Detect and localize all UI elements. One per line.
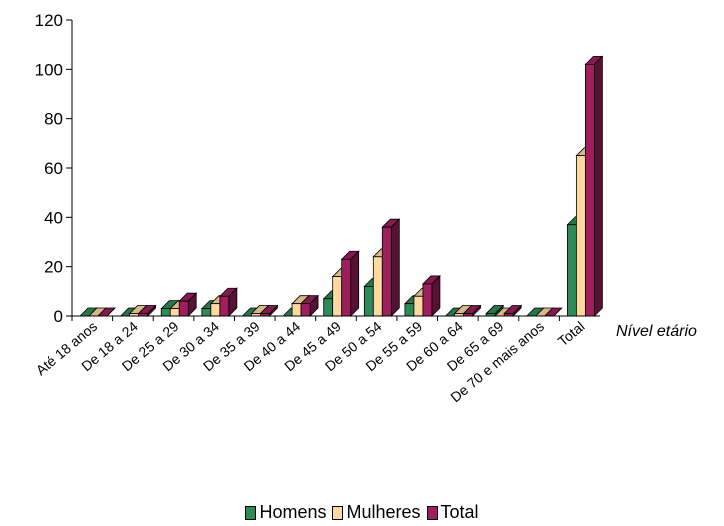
y-tick-label: 100 (35, 60, 63, 79)
y-tick-label: 120 (35, 11, 63, 30)
bar-total-7 (381, 218, 401, 317)
legend-swatch-homens (245, 505, 257, 520)
legend-item-mulheres: Mulheres (332, 502, 421, 523)
x-axis-title: Nível etário (616, 323, 697, 340)
bar-total-4 (259, 304, 279, 317)
legend-item-total: Total (426, 502, 479, 523)
bars-layer (79, 55, 604, 317)
y-tick-label: 20 (44, 258, 63, 277)
y-tick-label: 80 (44, 110, 63, 129)
legend-swatch-total (426, 505, 438, 520)
y-tick-label: 60 (44, 159, 63, 178)
legend-label-mulheres: Mulheres (346, 502, 421, 522)
legend-item-homens: Homens (245, 502, 326, 523)
bar-total-10 (503, 304, 523, 317)
bar-total-12 (584, 55, 604, 317)
bar-total-5 (300, 294, 320, 317)
bar-total-8 (421, 274, 441, 317)
x-tick-label: Total (555, 318, 588, 349)
legend-label-total: Total (440, 502, 479, 522)
bar-total-2 (178, 292, 198, 317)
bar-total-3 (218, 287, 238, 317)
y-tick-label: 0 (54, 307, 63, 326)
bar-total-6 (340, 250, 360, 317)
legend-label-homens: Homens (259, 502, 327, 522)
y-tick-label: 40 (44, 208, 63, 227)
legend-swatch-mulheres (332, 505, 344, 520)
legend: Homens Mulheres Total (0, 502, 724, 523)
